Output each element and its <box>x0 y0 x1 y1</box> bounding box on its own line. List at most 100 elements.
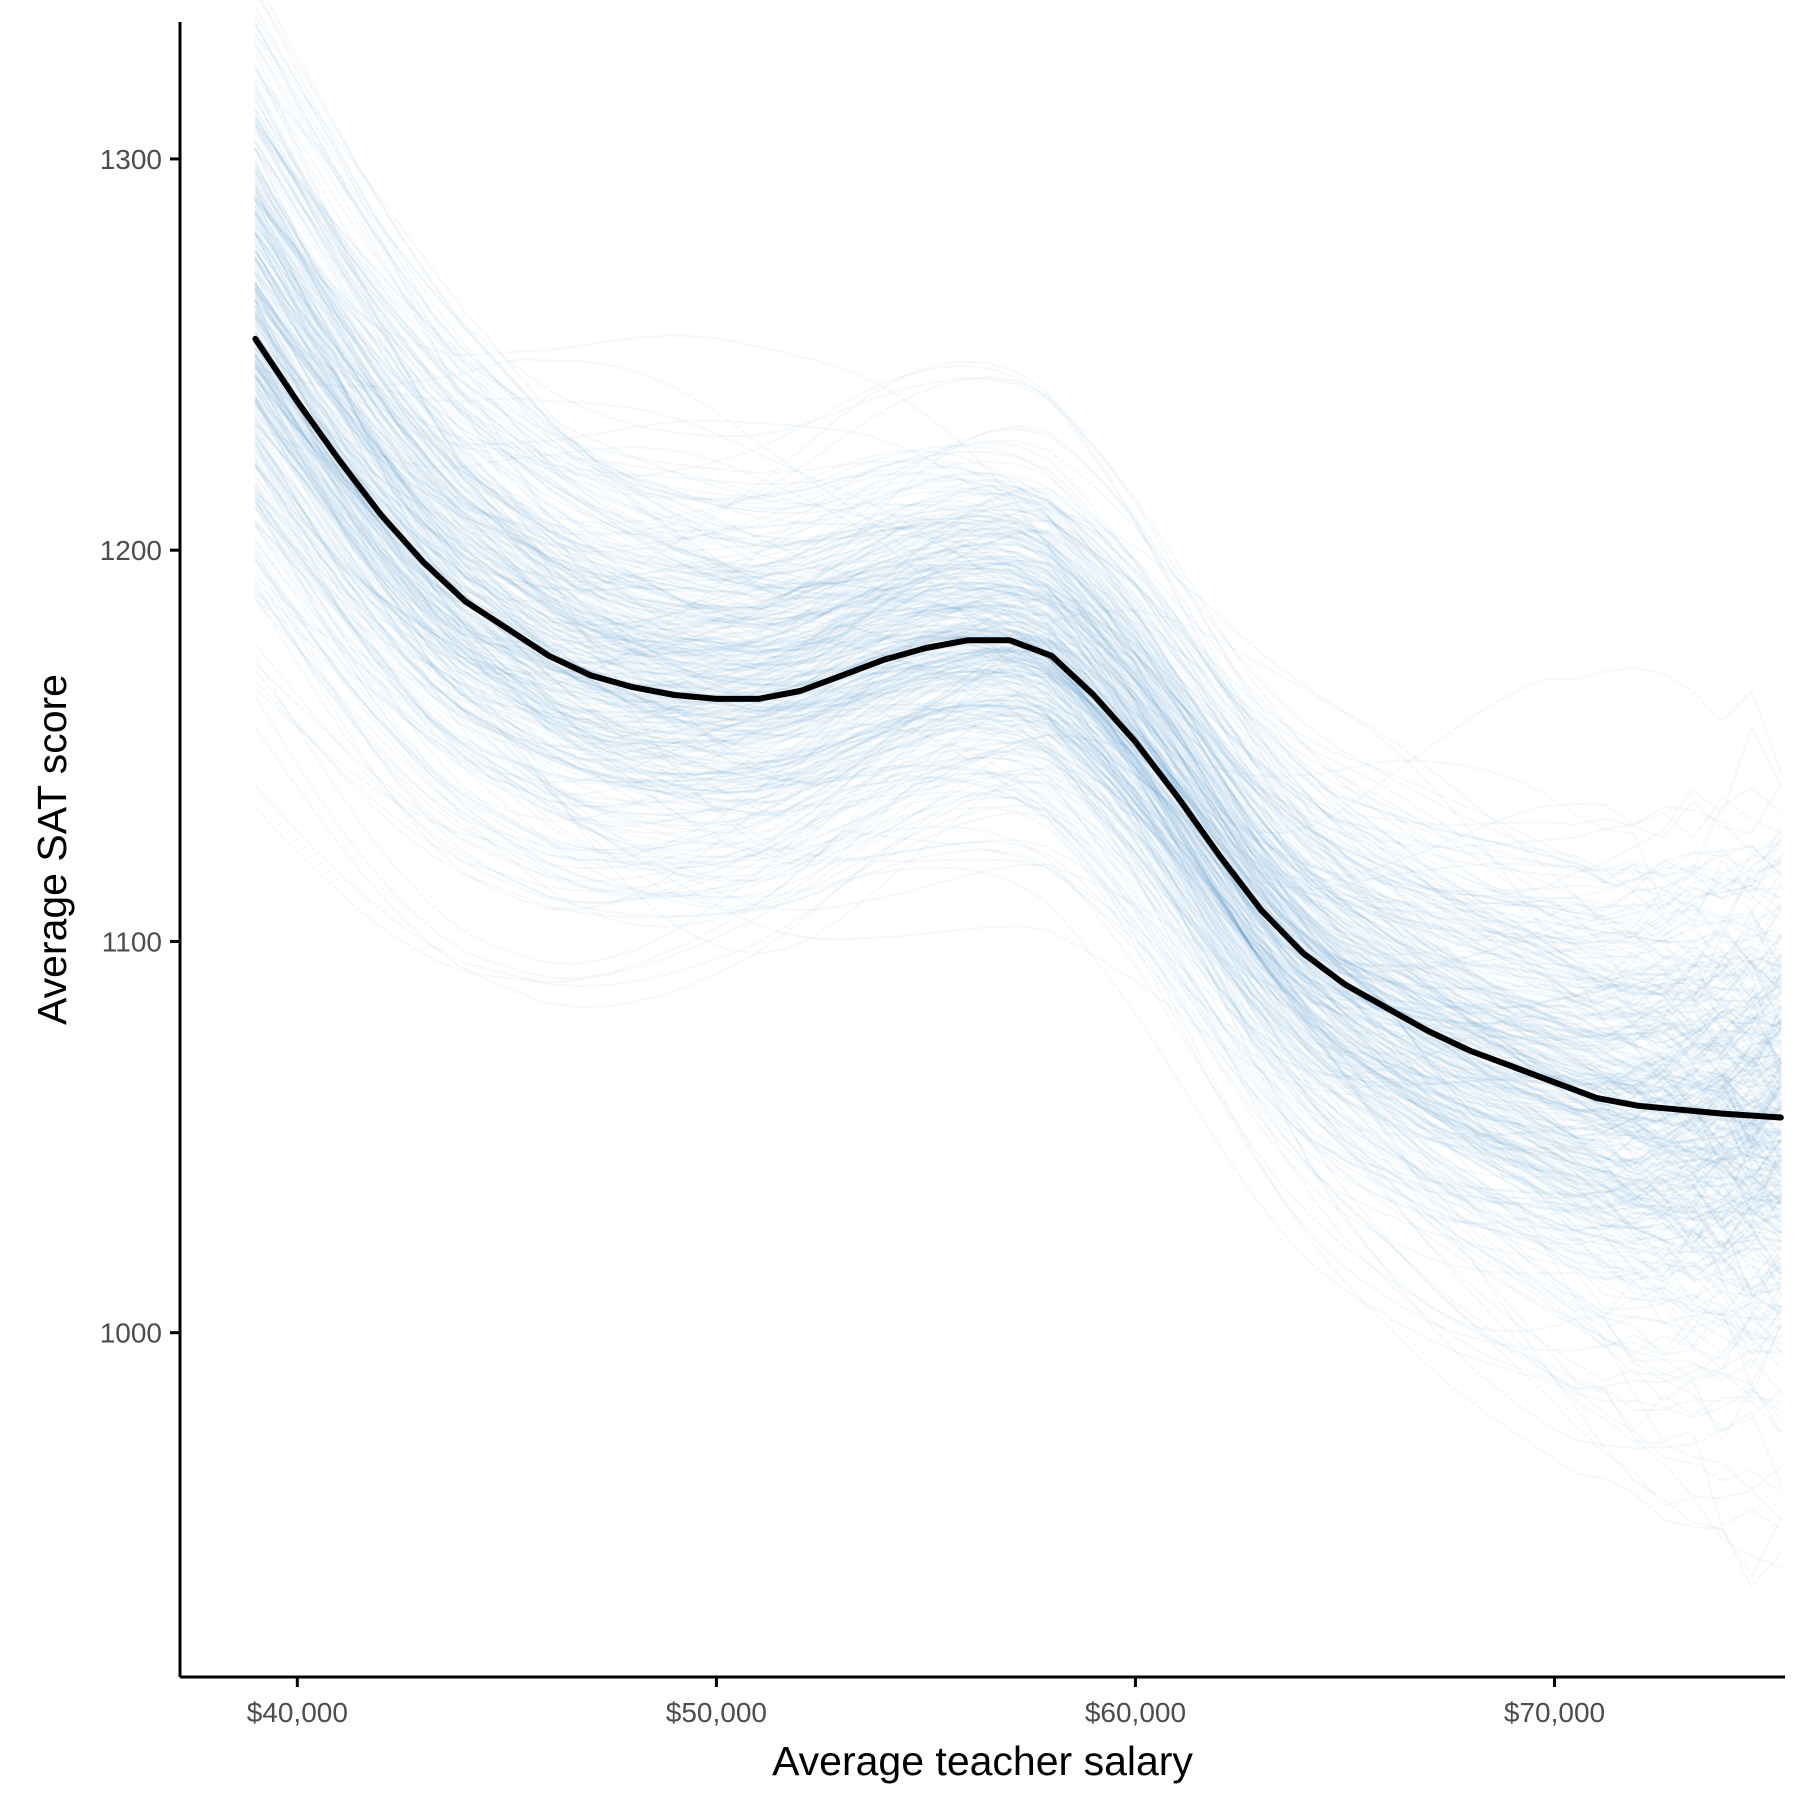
posterior-draw-line <box>254 196 1782 1077</box>
posterior-draw-line <box>254 287 1782 956</box>
posterior-draw-line <box>254 171 1782 1064</box>
posterior-draw-line <box>254 417 1782 1134</box>
posterior-draw-line <box>254 43 1782 1076</box>
posterior-draw-line <box>254 225 1782 1315</box>
posterior-draw-line <box>254 116 1782 990</box>
posterior-draw-line <box>254 582 1782 1232</box>
posterior-draw-line <box>254 402 1782 1231</box>
posterior-draw-line <box>254 442 1782 1112</box>
posterior-draw-line <box>254 124 1782 1432</box>
posterior-draw-line <box>254 106 1782 1441</box>
posterior-draw-line <box>254 423 1782 1166</box>
posterior-draw-line <box>254 44 1782 1248</box>
posterior-draw-line <box>254 374 1782 1109</box>
posterior-draw-line <box>254 213 1782 1355</box>
posterior-draw-line <box>254 188 1782 1110</box>
posterior-draw-line <box>254 466 1782 1136</box>
posterior-draw-line <box>254 196 1782 1144</box>
posterior-draw-line <box>254 375 1782 1371</box>
posterior-draw-line <box>254 400 1782 1221</box>
posterior-draw-line <box>254 233 1782 1289</box>
posterior-draw-line <box>254 198 1782 1065</box>
posterior-draw-line <box>254 147 1782 1251</box>
posterior-draw-line <box>254 464 1782 1069</box>
posterior-draw-line <box>254 181 1782 1077</box>
posterior-draw-line <box>254 120 1782 1095</box>
posterior-draw-line <box>254 263 1782 839</box>
posterior-draw-line <box>254 402 1782 944</box>
posterior-draw-line <box>254 507 1782 999</box>
posterior-draw-line <box>254 285 1782 1026</box>
posterior-draw-line <box>254 462 1782 1152</box>
posterior-draw-line <box>254 431 1782 1433</box>
posterior-draw-line <box>254 291 1782 1491</box>
posterior-draw-line <box>254 362 1782 1181</box>
posterior-draw-line <box>254 333 1782 1091</box>
posterior-draw-line <box>254 261 1782 1107</box>
posterior-draw-line <box>254 281 1782 1037</box>
posterior-draw-line <box>254 440 1782 1204</box>
posterior-draw-line <box>254 396 1782 1204</box>
posterior-draw-line <box>254 311 1782 1068</box>
posterior-draw-line <box>254 419 1782 993</box>
posterior-draw-line <box>254 23 1782 977</box>
posterior-draw-line <box>254 84 1782 1025</box>
posterior-draw-line <box>254 398 1782 1139</box>
posterior-draw-line <box>254 391 1782 969</box>
posterior-draw-line <box>254 662 1782 937</box>
posterior-draw-line <box>254 461 1782 1163</box>
posterior-draw-line <box>254 287 1782 1229</box>
posterior-draw-line <box>254 552 1782 1107</box>
posterior-draw-line <box>254 342 1782 1281</box>
posterior-draw-line <box>254 643 1782 1155</box>
posterior-draw-line <box>254 434 1782 1001</box>
posterior-draw-line <box>254 365 1782 893</box>
posterior-draw-line <box>254 270 1782 1187</box>
posterior-draw-line <box>254 163 1782 1066</box>
posterior-draw-line <box>254 70 1782 1089</box>
posterior-draw-line <box>254 210 1782 1128</box>
posterior-draw-line <box>254 377 1782 1064</box>
posterior-draw-line <box>254 250 1782 1047</box>
posterior-draw-line <box>254 455 1782 1030</box>
posterior-draw-line <box>254 282 1782 1060</box>
posterior-draw-line <box>254 89 1782 1520</box>
posterior-draw-line <box>254 15 1782 1530</box>
posterior-draw-line <box>254 450 1782 1102</box>
posterior-draw-line <box>254 382 1782 1025</box>
posterior-draw-line <box>254 372 1782 1129</box>
posterior-draw-line <box>254 396 1782 1172</box>
posterior-draw-line <box>254 299 1782 1041</box>
posterior-draw-line <box>254 130 1782 1024</box>
posterior-draw-line <box>254 245 1782 1099</box>
posterior-draw-line <box>254 178 1782 1128</box>
posterior-draw-line <box>254 307 1782 1355</box>
posterior-draw-line <box>254 133 1782 1127</box>
posterior-draw-line <box>254 507 1782 1136</box>
posterior-draw-line <box>254 62 1782 1369</box>
posterior-draw-line <box>254 242 1782 1182</box>
posterior-draw-line <box>254 356 1782 1165</box>
posterior-draw-line <box>254 126 1782 1250</box>
posterior-draw-line <box>254 704 1782 984</box>
y-tick-label: 1000 <box>100 1318 162 1349</box>
posterior-draw-line <box>254 211 1782 1360</box>
posterior-draw-line <box>254 373 1782 1002</box>
posterior-draw-line <box>254 500 1782 1105</box>
posterior-draw-line <box>254 258 1782 1394</box>
posterior-draw-line <box>254 490 1782 1229</box>
posterior-draw-line <box>254 122 1782 1179</box>
posterior-draw-line <box>254 207 1782 1178</box>
posterior-draw-line <box>254 363 1782 1215</box>
posterior-draw-line <box>254 427 1782 1177</box>
posterior-draw-line <box>254 330 1782 897</box>
posterior-draw-line <box>254 398 1782 1124</box>
posterior-draw-line <box>254 347 1782 1165</box>
posterior-draw-line <box>254 203 1782 1129</box>
posterior-draw-line <box>254 313 1782 1346</box>
posterior-draw-line <box>254 669 1782 1201</box>
posterior-draw-line <box>254 232 1782 1155</box>
posterior-draw-line <box>254 305 1782 1159</box>
posterior-draw-line <box>254 366 1782 1163</box>
posterior-draw-line <box>254 592 1782 940</box>
